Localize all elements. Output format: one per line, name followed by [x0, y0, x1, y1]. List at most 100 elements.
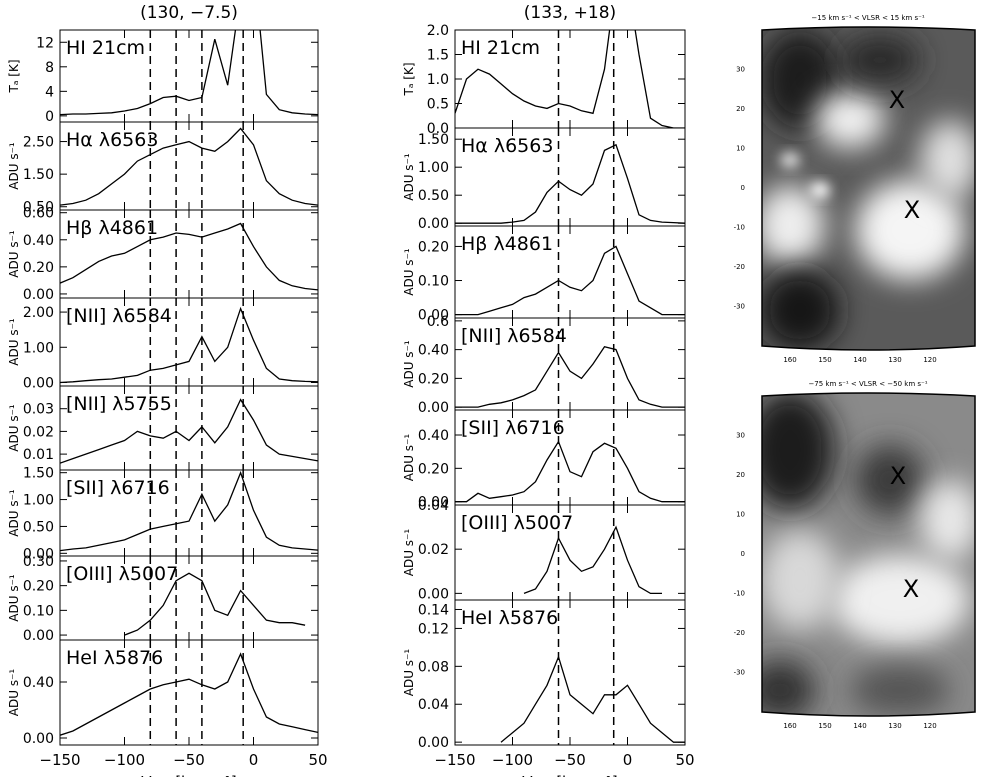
y-tick-label: 0.00: [418, 735, 449, 751]
panel-label: Hβ λ4861: [461, 233, 553, 255]
y-tick-label: 0.00: [418, 308, 449, 324]
x-tick-label: −150: [39, 751, 80, 769]
y-tick-label: 0.6: [427, 314, 449, 330]
y-axis-label: ADU s⁻¹: [402, 153, 416, 201]
map-x-tick-label: 120: [923, 722, 936, 730]
x-axis-label: VLSR [km s⁻¹]: [141, 773, 236, 777]
y-tick-label: 0.01: [23, 447, 54, 463]
y-axis-label: ADU s⁻¹: [7, 574, 21, 622]
y-tick-label: 0.10: [418, 274, 449, 290]
y-axis-label: ADU s⁻¹: [7, 318, 21, 366]
map-x-tick-label: 160: [783, 356, 796, 364]
panel-label: [NII] λ6584: [66, 305, 172, 327]
y-tick-label: 1.50: [23, 167, 54, 183]
x-tick-label: 50: [675, 751, 694, 769]
map-image: [762, 393, 975, 716]
y-axis-label: ADU s⁻¹: [402, 649, 416, 697]
panel-frame: [59, 639, 319, 746]
map-title: −15 km s⁻¹ < VLSR < 15 km s⁻¹: [811, 14, 924, 22]
y-tick-label: 0.20: [23, 260, 54, 276]
y-tick-label: 0.10: [23, 603, 54, 619]
panel-label: HI 21cm: [66, 37, 145, 59]
y-tick-label: 0.20: [418, 461, 449, 477]
y-tick-label: 2.0: [427, 23, 449, 39]
y-tick-label: 1.5: [427, 48, 449, 64]
map-x-tick-label: 140: [853, 356, 866, 364]
column-title: (130, −7.5): [140, 3, 238, 23]
spectrum-line: [455, 440, 685, 503]
panel-frame: [454, 599, 686, 746]
y-tick-label: 0.60: [23, 206, 54, 222]
y-axis-label: ADU s⁻¹: [7, 230, 21, 278]
y-axis-label: ADU s⁻¹: [402, 529, 416, 577]
y-tick-label: 0.20: [418, 239, 449, 255]
y-tick-label: 2.00: [23, 305, 54, 321]
map-frame: [761, 26, 976, 351]
y-tick-label: 0.50: [23, 200, 54, 216]
panel-label: Hα λ6563: [461, 135, 553, 157]
spectrum-line: [60, 127, 318, 206]
y-tick-label: 0.00: [418, 586, 449, 602]
spectrum-line: [455, 143, 685, 224]
y-tick-label: 0.40: [23, 233, 54, 249]
map-x-tick-label: 150: [818, 722, 831, 730]
map-x-tick-label: 130: [888, 356, 901, 364]
map-y-tick-label: -10: [734, 589, 745, 597]
y-tick-label: 0.5: [427, 97, 449, 113]
panel-label: [OIII] λ5007: [461, 512, 573, 534]
panel-label: [SII] λ6716: [66, 477, 170, 499]
map-x-tick-label: 120: [923, 356, 936, 364]
spectrum-line: [455, 245, 685, 316]
x-axis-label: VLSR [km s⁻¹]: [522, 773, 617, 777]
y-tick-label: 0.12: [418, 621, 449, 637]
map-x-tick-label: 130: [888, 722, 901, 730]
map-image: [762, 27, 975, 350]
column-title: (133, +18): [524, 3, 616, 23]
map-x-tick-label: 160: [783, 722, 796, 730]
map-y-tick-label: 10: [736, 145, 745, 153]
y-axis-label: Tₐ [K]: [402, 62, 416, 96]
y-tick-label: 2.50: [23, 135, 54, 151]
map-y-tick-label: -20: [734, 263, 745, 271]
map-title: −75 km s⁻¹ < VLSR < −50 km s⁻¹: [808, 380, 927, 388]
y-tick-label: 8: [45, 60, 54, 76]
y-tick-label: 12: [36, 35, 54, 51]
y-tick-label: 1.00: [23, 493, 54, 509]
y-tick-label: 0: [45, 109, 54, 125]
y-tick-label: 0.00: [23, 375, 54, 391]
spectrum-line: [60, 470, 318, 552]
y-tick-label: 4: [45, 84, 54, 100]
x-tick-label: −100: [104, 751, 145, 769]
x-tick-label: 0: [623, 751, 633, 769]
map-y-tick-label: -30: [734, 302, 745, 310]
y-axis-label: ADU s⁻¹: [7, 489, 21, 537]
x-axis-label-main: V: [141, 773, 152, 777]
y-tick-label: 0.30: [23, 554, 54, 570]
y-axis-label: ADU s⁻¹: [7, 404, 21, 452]
y-tick-label: 0.40: [418, 428, 449, 444]
panel-label: HeI λ5876: [461, 607, 558, 629]
x-tick-label: −150: [434, 751, 475, 769]
y-tick-label: 1.00: [23, 340, 54, 356]
y-tick-label: 1.50: [418, 132, 449, 148]
y-tick-label: 0.00: [418, 495, 449, 511]
spectrum-line: [500, 654, 685, 743]
y-tick-label: 0.50: [23, 519, 54, 535]
map-marker: X: [903, 575, 919, 603]
map-marker: X: [904, 196, 920, 224]
panel-label: [OIII] λ5007: [66, 563, 178, 585]
map-y-tick-label: 20: [736, 105, 745, 113]
x-tick-label: 50: [308, 751, 327, 769]
spectrum-line: [455, 346, 685, 408]
map-y-tick-label: 30: [736, 66, 745, 74]
x-axis-label-main: V: [522, 773, 533, 777]
spectrum-line: [455, 30, 685, 128]
x-tick-label: −50: [554, 751, 586, 769]
x-axis-label-unit: [km s⁻¹]: [170, 773, 236, 777]
map-x-tick-label: 140: [853, 722, 866, 730]
y-tick-label: 0.40: [23, 675, 54, 691]
y-tick-label: 1.0: [427, 72, 449, 88]
spectrum-line: [60, 306, 318, 384]
y-tick-label: 0.02: [418, 542, 449, 558]
